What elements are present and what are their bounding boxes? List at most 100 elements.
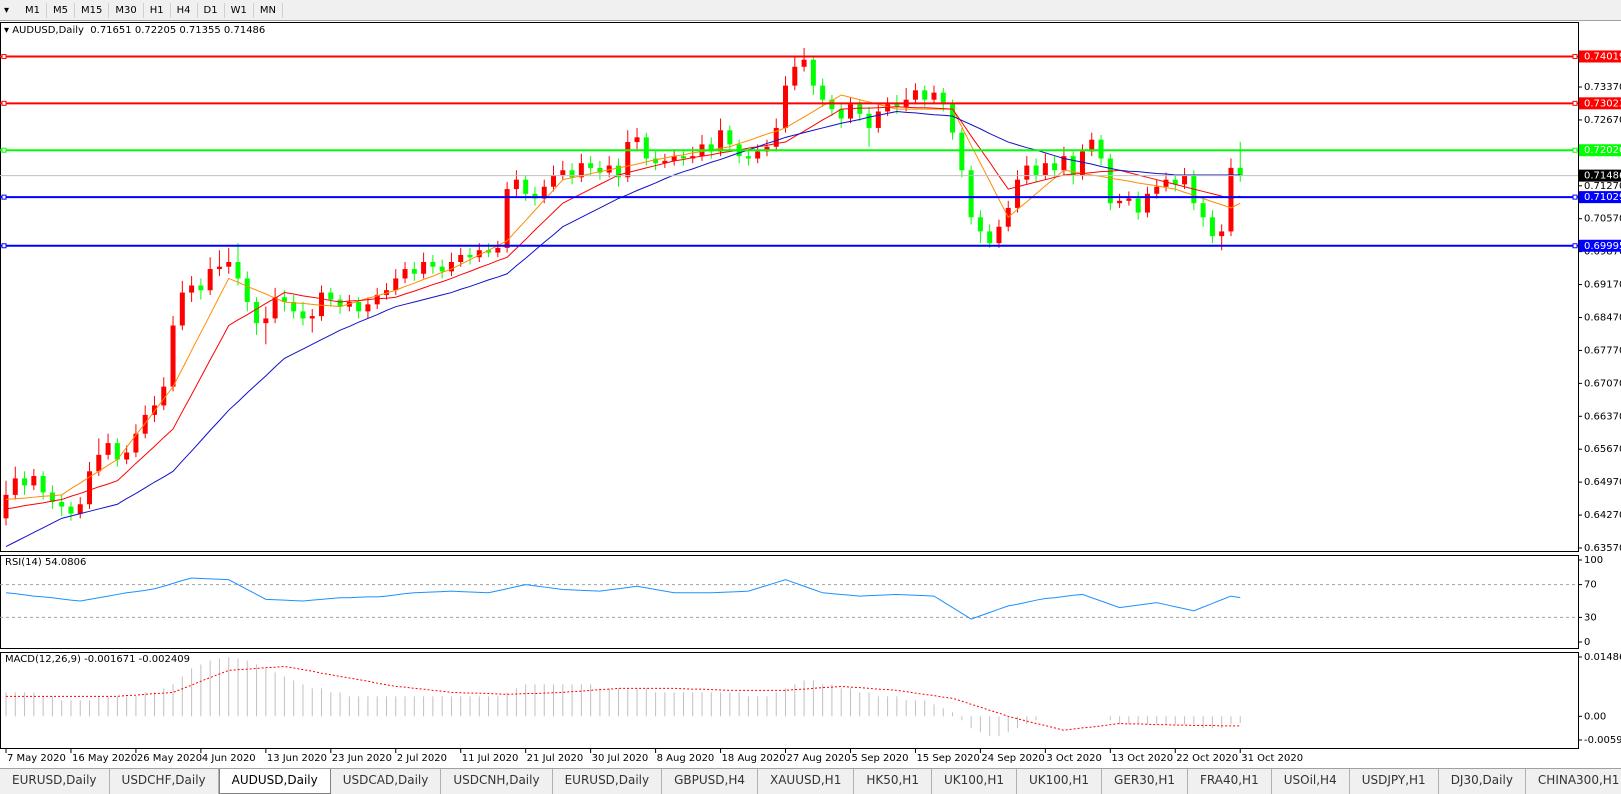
chart-tab[interactable]: XAUUSD,H1	[758, 769, 855, 794]
ohlc: 0.71486	[223, 25, 266, 36]
candle-body	[40, 476, 46, 493]
level-handle	[1572, 147, 1578, 153]
candle-body	[161, 386, 167, 406]
candle-body	[1135, 198, 1141, 213]
timeframe-button[interactable]: M30	[109, 2, 144, 18]
candle-body	[254, 301, 260, 324]
candle-body	[1237, 167, 1243, 176]
level-handle	[1572, 100, 1578, 106]
candle-body	[22, 478, 28, 486]
candle-body	[755, 151, 761, 159]
timeframe-button[interactable]: M5	[47, 2, 76, 18]
timeframe-button[interactable]: D1	[198, 2, 225, 18]
candle-body	[857, 104, 863, 114]
chart-tab[interactable]: USDCHF,Daily	[110, 769, 219, 794]
rsi-header: RSI(14) 54.0806	[5, 557, 86, 568]
candle-body	[337, 299, 343, 307]
y-tick-label: 100	[1584, 555, 1603, 566]
chart-tab[interactable]: DJ30,Daily	[1439, 769, 1526, 794]
level-tag	[1579, 144, 1621, 157]
main-header: ▾ AUDUSD,Daily 0.71651 0.72205 0.71355 0…	[4, 25, 266, 36]
bid-tag	[1579, 169, 1621, 182]
level-tag	[1579, 191, 1621, 204]
level-tag	[1579, 50, 1621, 63]
candle-body	[448, 261, 454, 272]
timeframe-button[interactable]: H4	[171, 2, 198, 18]
x-tick-label: 7 May 2020	[7, 753, 66, 764]
menu-arrow[interactable]: ▾	[4, 4, 10, 16]
candle-body	[402, 269, 408, 279]
chart-tab[interactable]: USDJPY,H1	[1350, 769, 1439, 794]
candle-body	[495, 247, 501, 253]
candle-body	[189, 285, 195, 293]
chart-tab[interactable]: GBPUSD,H4	[662, 769, 758, 794]
x-tick-label: 26 May 2020	[137, 753, 202, 764]
candle-body	[1070, 156, 1076, 175]
chart-tab[interactable]: USDCNH,Daily	[441, 769, 553, 794]
candle-body	[1098, 139, 1104, 159]
candle-body	[300, 311, 306, 319]
candle-body	[597, 167, 603, 173]
candle-body	[77, 504, 83, 514]
chart-tab[interactable]: EURUSD,Daily	[553, 769, 663, 794]
level-handle	[1, 243, 7, 249]
candle-body	[708, 144, 714, 152]
candle-body	[1154, 186, 1160, 194]
candle-body	[820, 85, 826, 100]
candle-body	[578, 163, 584, 178]
timeframe-button[interactable]: W1	[225, 2, 254, 18]
chart-tab[interactable]: USOil,H4	[1272, 769, 1350, 794]
candle-body	[1107, 158, 1113, 204]
candle-body	[87, 471, 93, 505]
timeframe-button[interactable]: M15	[75, 2, 110, 18]
x-tick-label: 2 Jul 2020	[397, 753, 447, 764]
timeframe-button[interactable]: M1	[19, 2, 48, 18]
timeframe-button[interactable]: H1	[144, 2, 171, 18]
level-label: 0.74019	[1584, 51, 1621, 62]
candle-body	[680, 156, 686, 159]
macd-panel	[0, 652, 1579, 749]
candle-body	[996, 226, 1002, 244]
candle-body	[1089, 139, 1095, 152]
candle-body	[1126, 198, 1132, 201]
chart-tab[interactable]: FRA40,H1	[1188, 769, 1272, 794]
chart-tab[interactable]: CHINA300,H1	[1526, 769, 1621, 794]
chart-tab[interactable]: HK50,H1	[854, 769, 932, 794]
x-tick-label: 18 Aug 2020	[722, 753, 786, 764]
chart-tab[interactable]: GER30,H1	[1102, 769, 1188, 794]
x-tick-label: 23 Jun 2020	[332, 753, 392, 764]
candle-body	[476, 250, 482, 258]
candle-body	[875, 111, 881, 128]
timeframe-button[interactable]: MN	[254, 2, 283, 18]
candle-body	[486, 250, 492, 253]
chart-tab[interactable]: UK100,H1	[932, 769, 1017, 794]
candle-body	[950, 104, 956, 133]
candle-body	[829, 99, 835, 110]
candle-body	[170, 325, 176, 387]
candle-body	[523, 179, 529, 194]
x-tick-label: 24 Sep 2020	[981, 753, 1044, 764]
chart-tab[interactable]: USDCAD,Daily	[331, 769, 442, 794]
candle-body	[216, 266, 222, 270]
candle-body	[356, 301, 362, 312]
candle-body	[662, 160, 668, 164]
candle-body	[272, 297, 278, 319]
candle-body	[281, 297, 287, 302]
chart-tab[interactable]: EURUSD,Daily	[0, 769, 110, 794]
rsi-title: RSI(14)	[5, 557, 42, 568]
candle-body	[12, 478, 18, 495]
x-tick-label: 16 May 2020	[72, 753, 137, 764]
candle-body	[179, 292, 185, 326]
candle-body	[801, 59, 807, 67]
chart-tab[interactable]: UK100,H1	[1017, 769, 1103, 794]
candle-body	[439, 266, 445, 272]
x-tick-label: 21 Jul 2020	[527, 753, 584, 764]
chart-tab[interactable]: AUDUSD,Daily	[218, 769, 331, 794]
ohlc: 0.72205	[134, 25, 177, 36]
level-handle	[1572, 194, 1578, 200]
